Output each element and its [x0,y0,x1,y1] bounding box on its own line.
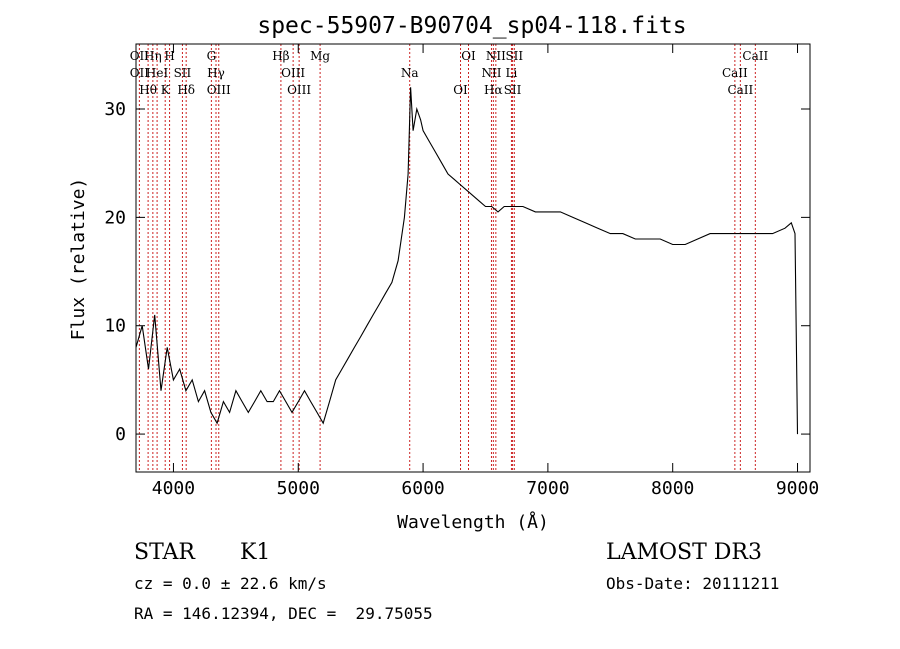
redshift-readout: cz = 0.0 ± 22.6 km/s [134,574,327,593]
spectral-line-labels: OIIOIIHθHηHeIKHSIIHδGHγOIIIHβOIIIOIIIMgN… [130,49,769,97]
spectral-line-label: NII [486,49,506,63]
spectral-line-label: OI [453,83,468,97]
object-class: STAR [134,540,195,565]
spectral-line-label: OIII [207,83,231,97]
flux-series-line [135,87,799,435]
spectral-line-label: OII [130,66,150,80]
y-tick-label: 20 [104,207,126,228]
spectral-line-label: Hη [144,49,162,63]
spectral-line-label: CaII [727,83,753,97]
spectral-line-label: SII [504,83,522,97]
x-tick-label: 5000 [277,478,320,499]
survey-name: LAMOST DR3 [606,540,762,565]
y-axis: 0 10 20 30 [104,99,810,445]
x-tick-label: 6000 [401,478,444,499]
x-tick-label: 8000 [651,478,694,499]
spectral-line-label: OII [130,49,150,63]
x-axis-label: Wavelength (Å) [397,511,549,533]
observation-date: Obs-Date: 20111211 [606,574,780,593]
spectral-line-label: Hδ [177,83,195,97]
plot-frame [135,43,811,473]
spectral-line-label: OIII [281,66,305,80]
x-tick-label: 9000 [776,478,819,499]
spectral-line-label: H [164,49,174,63]
spectral-line-label: CaII [742,49,768,63]
spectral-line-label: G [207,49,217,63]
x-tick-label: 4000 [152,478,195,499]
spectral-line-label: Hθ [139,83,157,97]
spectral-line-label: SII [505,49,523,63]
spectral-line-label: CaII [722,66,748,80]
y-tick-label: 10 [104,316,126,337]
spectral-line-label: OIII [287,83,311,97]
x-axis: 4000 5000 6000 7000 8000 9000 [152,44,819,499]
spectral-line-label: K [161,83,171,97]
chart-title: spec-55907-B90704_sp04-118.fits [257,13,686,39]
spectral-line-label: NII [481,66,501,80]
spectral-line-label: OI [461,49,476,63]
spectral-line-label: Mg [310,49,330,63]
coordinates-readout: RA = 146.12394, DEC = 29.75055 [134,604,433,623]
spectral-line-label: Hγ [207,66,225,80]
x-tick-label: 7000 [526,478,569,499]
object-subclass: K1 [240,540,271,565]
spectral-line-markers [138,44,756,472]
spectral-line-label: Hβ [272,49,289,63]
spectral-line-label: HeI [146,66,169,80]
y-tick-label: 30 [104,99,126,120]
spectral-line-label: Na [401,66,419,80]
spectral-line-label: Li [506,66,518,80]
spectral-line-label: SII [174,66,192,80]
spectral-line-label: Hα [484,83,503,97]
y-tick-label: 0 [115,424,126,445]
y-axis-label: Flux (relative) [68,178,89,341]
